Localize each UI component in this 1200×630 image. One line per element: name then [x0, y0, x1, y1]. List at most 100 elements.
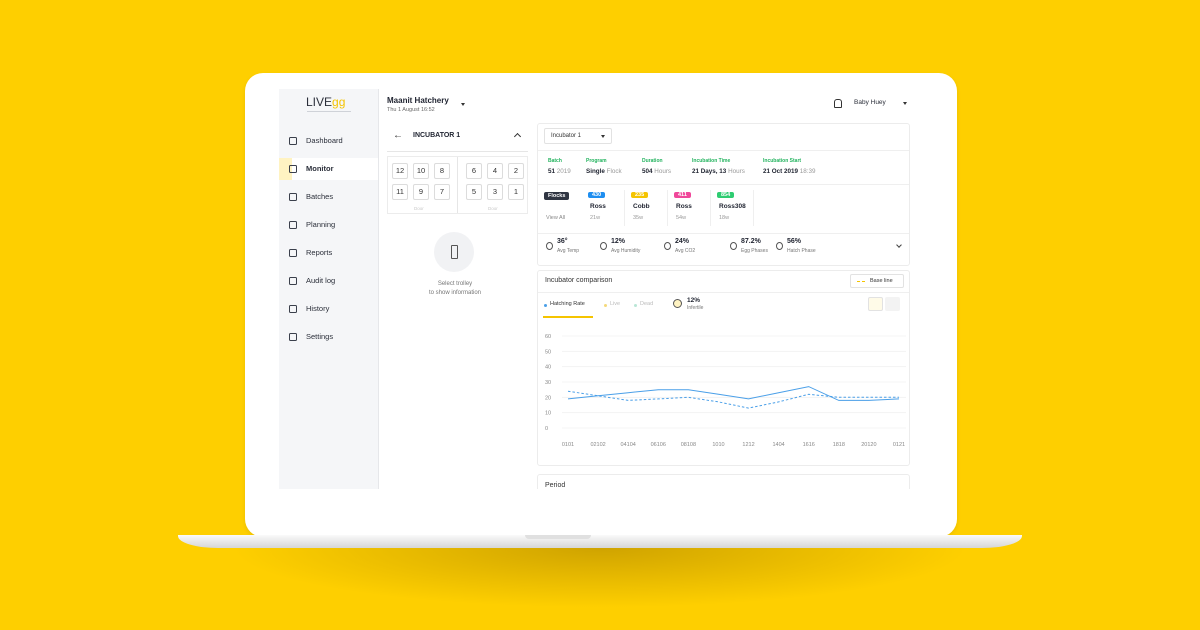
menu-label: Audit log — [306, 276, 336, 285]
notification-bell[interactable] — [834, 99, 842, 108]
flock-card[interactable]: 854 Ross308 18w — [713, 190, 754, 226]
selector-caret — [601, 135, 605, 138]
menu-icon — [289, 333, 297, 341]
baseline-swatch — [857, 281, 865, 282]
row-divider — [538, 184, 909, 185]
menu-label: Settings — [306, 332, 334, 341]
app-screen: LIVEgg Dashboard Monitor Batches Planning Rep… — [279, 89, 921, 489]
y-tick-label: 0 — [545, 426, 548, 432]
y-tick-label: 50 — [545, 349, 551, 355]
laptop-base — [178, 535, 1022, 548]
y-tick-label: 30 — [545, 380, 551, 386]
flock-count: 430 — [588, 192, 606, 198]
menu-icon — [289, 305, 297, 313]
stat-main: Single — [586, 168, 605, 175]
menu-label: Planning — [306, 220, 336, 229]
stat-main: 504 — [642, 168, 653, 175]
trolley-icon-circle — [434, 232, 474, 272]
sensor-label: Avg CO2 — [675, 248, 696, 254]
menu-label: History — [306, 304, 330, 313]
header-datetime: Thu 1 August 16:52 — [387, 107, 435, 113]
tab-dot — [544, 304, 547, 307]
stat-label: Duration — [642, 158, 663, 164]
sensor-value: 36° — [557, 238, 568, 245]
trolley-cell[interactable]: 5 — [466, 184, 482, 200]
x-tick-label: 20120 — [861, 442, 876, 448]
hatchery-caret[interactable] — [461, 103, 465, 106]
logo-text: LIVE — [306, 95, 333, 109]
stat-extra: Hours — [728, 168, 745, 175]
x-tick-label: 08108 — [681, 442, 696, 448]
x-tick-label: 1818 — [833, 442, 845, 448]
panel-divider — [387, 151, 528, 152]
chart-card: Incubator comparison Base line Hatching Ra… — [537, 270, 910, 466]
menu-label: Monitor — [306, 164, 334, 173]
stat-label: Incubation Time — [692, 158, 731, 164]
trolley-cell[interactable]: 3 — [487, 184, 503, 200]
baseline-button[interactable]: Base line — [850, 274, 904, 288]
x-tick-label: 1616 — [803, 442, 815, 448]
back-arrow[interactable]: ← — [393, 130, 403, 141]
tab-hatching-rate[interactable]: Hatching Rate — [550, 301, 585, 307]
menu-item[interactable]: Audit log — [279, 270, 378, 292]
expand-caret[interactable] — [896, 242, 902, 248]
stat-label: Program — [586, 158, 607, 164]
row-divider — [538, 233, 909, 234]
sensor-icon — [546, 242, 553, 250]
collapse-caret[interactable] — [513, 132, 522, 141]
tab-label[interactable]: Live — [610, 301, 621, 307]
menu-item[interactable]: Settings — [279, 326, 378, 348]
hint-text: Select trolley — [437, 281, 473, 287]
tab-label[interactable]: Dead — [640, 301, 654, 307]
logo-tagline-line — [307, 111, 351, 112]
period-title: Period — [545, 482, 566, 489]
flock-card[interactable]: 235 Cobb 35w — [627, 190, 668, 226]
baseline-label: Base line — [870, 278, 893, 284]
menu-label: Batches — [306, 192, 334, 201]
stat-label: Batch — [548, 158, 562, 164]
infertile-value: 12% — [687, 297, 701, 304]
trolley-cell[interactable]: 11 — [392, 184, 408, 200]
stat-value: 504 Hours — [642, 168, 671, 175]
flock-age: 54w — [676, 215, 687, 221]
line-view-toggle[interactable] — [868, 297, 883, 311]
sensor-value: 24% — [675, 238, 690, 245]
list-view-toggle[interactable] — [885, 297, 900, 311]
sidebar: LIVEgg Dashboard Monitor Batches Planning Rep… — [279, 89, 379, 489]
sensor-label: Hatch Phase — [787, 248, 816, 254]
flock-age: 35w — [633, 215, 644, 221]
y-tick-label: 10 — [545, 411, 551, 417]
tab-underline — [543, 316, 593, 318]
trolley-box: 12 10 8 11 9 7 Door 6 4 2 5 3 1 Door — [387, 156, 528, 214]
infertile-label: Infertile — [687, 305, 704, 311]
menu-item[interactable]: Batches — [279, 186, 378, 208]
trolley-cell[interactable]: 4 — [487, 163, 503, 179]
flock-card[interactable]: 411 Ross 54w — [670, 190, 711, 226]
stat-extra: Flock — [606, 168, 622, 175]
details-card: Incubator 1 Batch 51 2019 Program Single Flo… — [537, 123, 910, 266]
user-caret[interactable] — [903, 102, 907, 105]
flock-count: 854 — [717, 192, 735, 198]
flock-card[interactable]: 430 Ross 21w — [584, 190, 625, 226]
menu-icon — [289, 165, 297, 173]
trolley-cell[interactable]: 12 — [392, 163, 408, 179]
trolley-cell[interactable]: 10 — [413, 163, 429, 179]
flocks-badge: Flocks — [544, 192, 570, 200]
menu-icon — [289, 221, 297, 229]
menu-item[interactable]: Planning — [279, 214, 378, 236]
hint-text: to show information — [428, 290, 482, 296]
line-chart: 0 10 20 30 40 50 60 0101 02102 04104 06106 08108 101… — [545, 334, 906, 448]
menu-item[interactable]: Monitor — [279, 158, 378, 180]
trolley-cell[interactable]: 2 — [508, 163, 524, 179]
incubator-selector[interactable]: Incubator 1 — [544, 128, 612, 144]
trolley-cell[interactable]: 7 — [434, 184, 450, 200]
view-all[interactable]: View All — [546, 215, 566, 221]
trolley-cell[interactable]: 8 — [434, 163, 450, 179]
menu-item[interactable]: Reports — [279, 242, 378, 264]
trolley-cell[interactable]: 9 — [413, 184, 429, 200]
menu-item[interactable]: Dashboard — [279, 130, 378, 152]
x-tick-label: 0101 — [562, 442, 574, 448]
trolley-cell[interactable]: 1 — [508, 184, 524, 200]
trolley-cell[interactable]: 6 — [466, 163, 482, 179]
menu-item[interactable]: History — [279, 298, 378, 320]
